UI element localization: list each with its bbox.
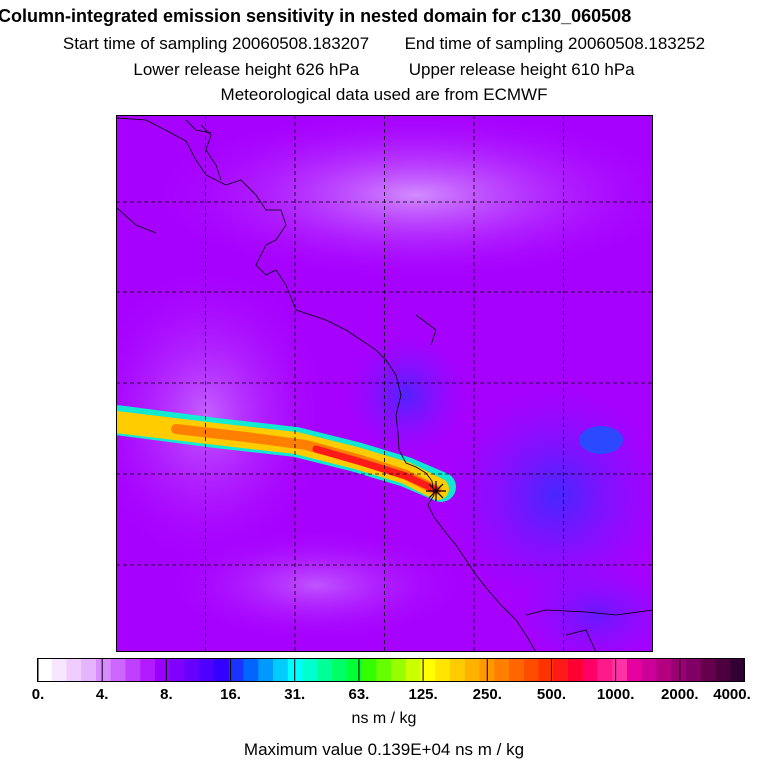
colorbar-segment — [494, 658, 510, 682]
colorbar-segment — [464, 658, 480, 682]
end-time-label: End time of sampling 20060508.183252 — [404, 34, 706, 53]
colorbar-segment — [81, 658, 97, 682]
release-point-marker — [426, 481, 446, 501]
colorbar-segment — [258, 658, 274, 682]
colorbar-segment — [582, 658, 598, 682]
colorbar-segment — [273, 658, 289, 682]
colorbar-segment — [730, 658, 745, 682]
colorbar-tick-label: 16. — [220, 686, 241, 703]
colorbar-segment — [700, 658, 716, 682]
colorbar-segment — [656, 658, 672, 682]
colorbar — [37, 658, 745, 682]
lat-lon-grid — [116, 115, 653, 652]
colorbar-segment — [110, 658, 126, 682]
colorbar-segment — [671, 658, 687, 682]
colorbar-tick-label: 250. — [472, 686, 502, 703]
sampling-times: Start time of sampling 20060508.183207 E… — [0, 34, 768, 54]
colorbar-segment — [228, 658, 244, 682]
low-region-center — [346, 335, 466, 455]
colorbar-segment — [169, 658, 185, 682]
colorbar-segment — [538, 658, 554, 682]
light-region-west — [116, 255, 336, 575]
emission-plume — [116, 405, 456, 502]
colorbar-segment — [450, 658, 466, 682]
colorbar-segment — [376, 658, 392, 682]
colorbar-units: ns m / kg — [351, 710, 417, 727]
start-time-label: Start time of sampling 20060508.183207 — [62, 34, 370, 53]
colorbar-segment — [125, 658, 141, 682]
white-region-northwest — [116, 115, 286, 285]
lower-release-label: Lower release height 626 hPa — [133, 60, 360, 79]
map-frame — [116, 115, 653, 652]
colorbar-tick-label: 31. — [284, 686, 306, 703]
colorbar-segment — [715, 658, 731, 682]
colorbar-tick-label: 125. — [408, 686, 438, 703]
colorbar-segment — [155, 658, 171, 682]
blue-patch-east — [579, 426, 623, 454]
colorbar-segment — [391, 658, 407, 682]
colorbar-segment — [184, 658, 200, 682]
colorbar-segment — [287, 658, 303, 682]
colorbar-segment — [568, 658, 584, 682]
colorbar-frame — [37, 658, 745, 682]
light-region-south — [156, 525, 476, 645]
maximum-value-label: Maximum value 0.139E+04 ns m / kg — [243, 740, 525, 759]
colorbar-segment — [346, 658, 362, 682]
colorbar-segment — [686, 658, 702, 682]
colorbar-segment — [627, 658, 643, 682]
low-region-southeast — [516, 565, 653, 652]
colorbar-segment — [435, 658, 451, 682]
colorbar-segment — [523, 658, 539, 682]
colorbar-tick-label: 500. — [536, 686, 567, 703]
colorbar-tick-label: 63. — [348, 686, 370, 703]
release-heights: Lower release height 626 hPa Upper relea… — [0, 60, 768, 80]
colorbar-tick-label: 0. — [31, 686, 45, 703]
colorbar-segment — [612, 658, 628, 682]
colorbar-tick-label: 1000. — [596, 686, 635, 703]
colorbar-segment — [317, 658, 333, 682]
plot-title: Column-integrated emission sensitivity i… — [0, 6, 632, 26]
colorbar-segment — [37, 658, 53, 682]
colorbar-tick-label: 2000. — [661, 686, 699, 703]
colorbar-segment — [405, 658, 421, 682]
colorbar-segment — [420, 658, 436, 682]
colorbar-segment — [96, 658, 112, 682]
colorbar-segment — [641, 658, 657, 682]
colorbar-segment — [361, 658, 377, 682]
colorbar-segment — [597, 658, 613, 682]
colorbar-segment — [332, 658, 348, 682]
colorbar-tick-label: 4000. — [713, 686, 751, 703]
coastlines — [116, 117, 653, 652]
colorbar-tick-label: 4. — [95, 686, 109, 703]
colorbar-segment — [302, 658, 318, 682]
colorbar-segment — [553, 658, 569, 682]
colorbar-segment — [509, 658, 525, 682]
sensitivity-map — [116, 115, 653, 652]
colorbar-tick-label: 8. — [160, 686, 173, 703]
colorbar-segment — [214, 658, 230, 682]
colorbar-segment — [51, 658, 67, 682]
colorbar-segment — [140, 658, 156, 682]
upper-release-label: Upper release height 610 hPa — [408, 60, 635, 79]
colorbar-segment — [66, 658, 82, 682]
met-data-label: Meteorological data used are from ECMWF — [220, 85, 548, 104]
colorbar-segment — [199, 658, 215, 682]
colorbar-segment — [243, 658, 259, 682]
